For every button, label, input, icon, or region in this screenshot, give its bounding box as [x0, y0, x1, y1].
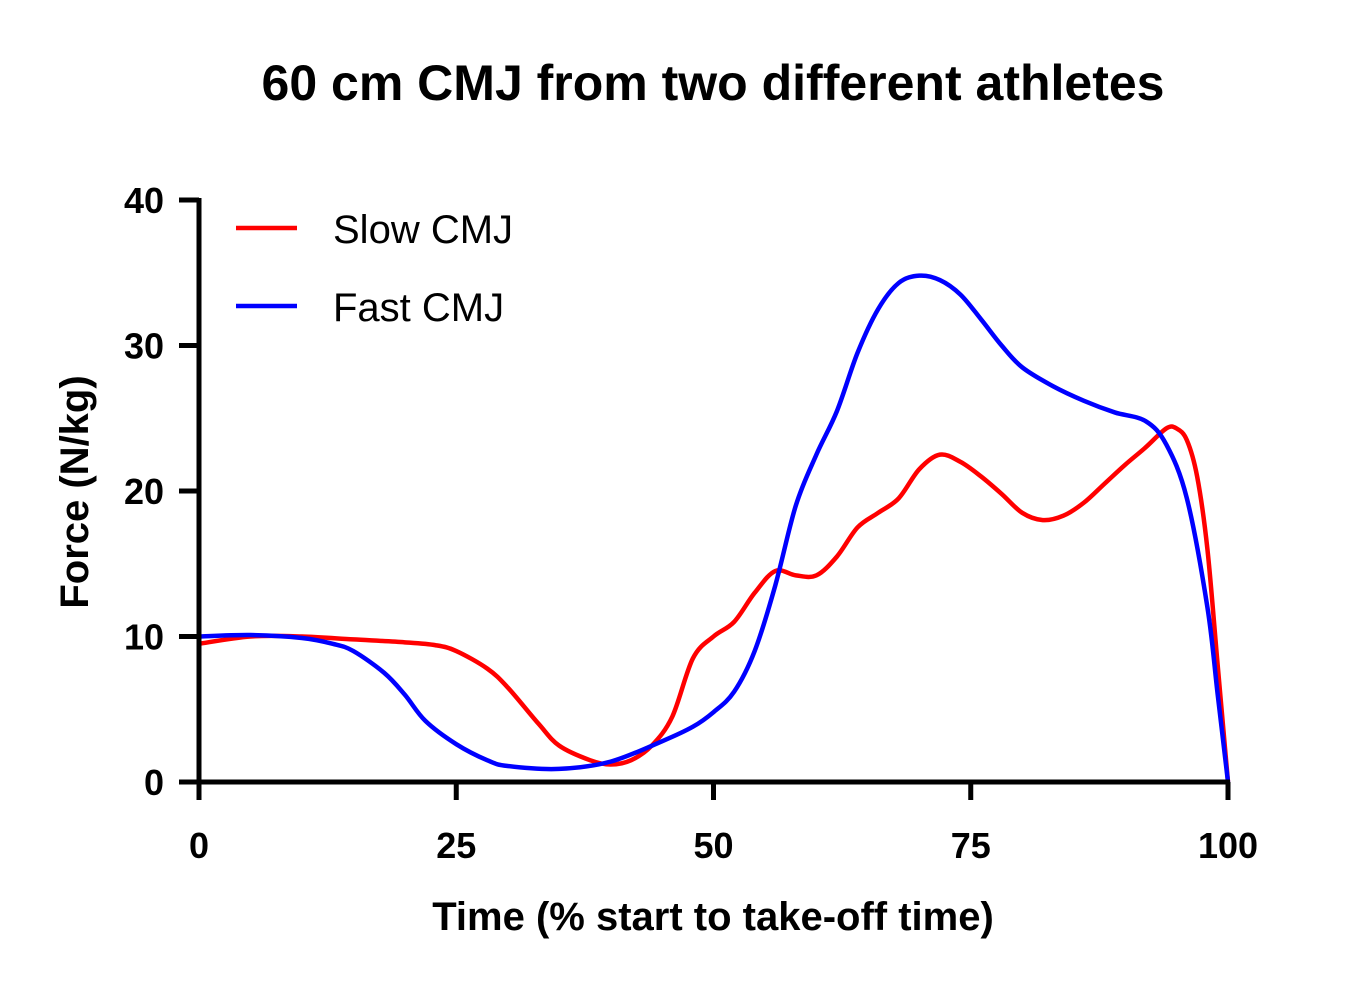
y-tick-label: 30: [124, 326, 164, 367]
x-tick-label: 50: [693, 825, 733, 866]
x-tick-label: 100: [1198, 825, 1258, 866]
chart-title: 60 cm CMJ from two different athletes: [262, 55, 1165, 111]
x-tick-label: 0: [189, 825, 209, 866]
y-tick-label: 10: [124, 617, 164, 658]
x-axis-label: Time (% start to take-off time): [432, 895, 994, 939]
y-tick-label: 0: [144, 762, 164, 803]
y-tick-label: 40: [124, 180, 164, 221]
legend-label: Slow CMJ: [333, 208, 513, 252]
series-line-slow-cmj: [198, 424, 1231, 783]
x-tick-label: 75: [951, 825, 991, 866]
y-tick-label: 20: [124, 471, 164, 512]
y-axis-label: Force (N/kg): [53, 375, 97, 608]
legend-label: Fast CMJ: [333, 286, 504, 330]
x-tick-label: 25: [436, 825, 476, 866]
series-line-fast-cmj: [198, 273, 1231, 783]
